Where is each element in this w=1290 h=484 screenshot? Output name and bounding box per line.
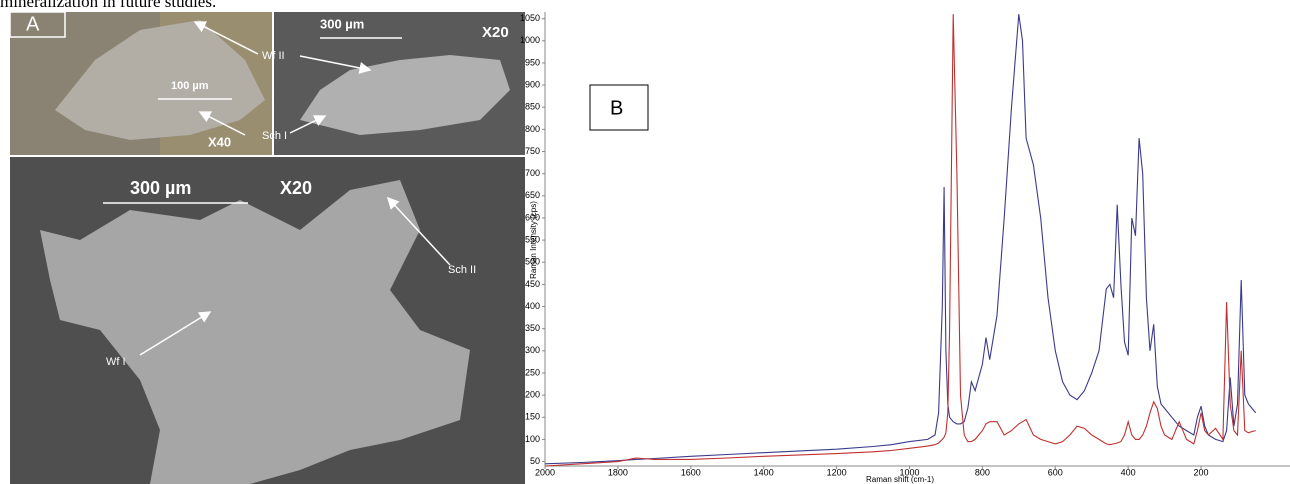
y-tick-label: 50	[530, 456, 540, 466]
mineral-label: Sch I	[262, 130, 287, 142]
y-tick-label: 200	[525, 390, 540, 400]
mineral-label: Sch II	[448, 264, 476, 276]
figure: mineralization in future studies. A 300 …	[0, 0, 1290, 484]
x-tick-label: 1400	[754, 467, 774, 477]
y-tick-label: 500	[525, 257, 540, 267]
y-tick-label: 1050	[520, 13, 540, 23]
x-tick-label: 400	[1121, 467, 1136, 477]
y-tick-label: 350	[525, 323, 540, 333]
x-tick-label: 800	[975, 467, 990, 477]
spectrum-line	[545, 14, 1256, 466]
scale-label: 300 µm	[130, 178, 191, 198]
y-tick-label: 400	[525, 301, 540, 311]
y-tick-label: 650	[525, 190, 540, 200]
page: mineralization in future studies. A 300 …	[0, 0, 1290, 484]
spectrum-line	[545, 14, 1256, 464]
micrographs	[10, 12, 525, 484]
y-tick-label: 750	[525, 146, 540, 156]
x-tick-label: 1000	[899, 467, 919, 477]
y-tick-label: 300	[525, 345, 540, 355]
x-tick-label: 1200	[827, 467, 847, 477]
magnification: X20	[280, 178, 312, 198]
y-tick-label: 250	[525, 367, 540, 377]
x-tick-label: 2000	[535, 467, 555, 477]
magnification: X40	[208, 134, 231, 149]
y-tick-label: 700	[525, 168, 540, 178]
y-tick-label: 450	[525, 279, 540, 289]
x-tick-label: 600	[1048, 467, 1063, 477]
scale-label: 100 µm	[171, 80, 209, 92]
caption-fragment: mineralization in future studies.	[0, 0, 216, 11]
y-tick-label: 600	[525, 212, 540, 222]
panel-label: B	[610, 97, 623, 119]
mineral-label: Wf I	[106, 356, 126, 368]
y-tick-label: 900	[525, 79, 540, 89]
y-tick-label: 100	[525, 434, 540, 444]
magnification: X20	[482, 24, 509, 41]
y-tick-label: 1000	[520, 35, 540, 45]
y-tick-label: 550	[525, 234, 540, 244]
y-tick-label: 950	[525, 57, 540, 67]
panel-label: A	[26, 13, 40, 35]
scale-label: 300 µm	[320, 16, 364, 31]
x-tick-label: 1600	[681, 467, 701, 477]
y-tick-label: 800	[525, 124, 540, 134]
mineral-label: Wf II	[262, 50, 285, 62]
x-tick-label: 1800	[608, 467, 628, 477]
x-tick-label: 200	[1194, 467, 1209, 477]
y-tick-label: 150	[525, 412, 540, 422]
y-tick-label: 850	[525, 102, 540, 112]
